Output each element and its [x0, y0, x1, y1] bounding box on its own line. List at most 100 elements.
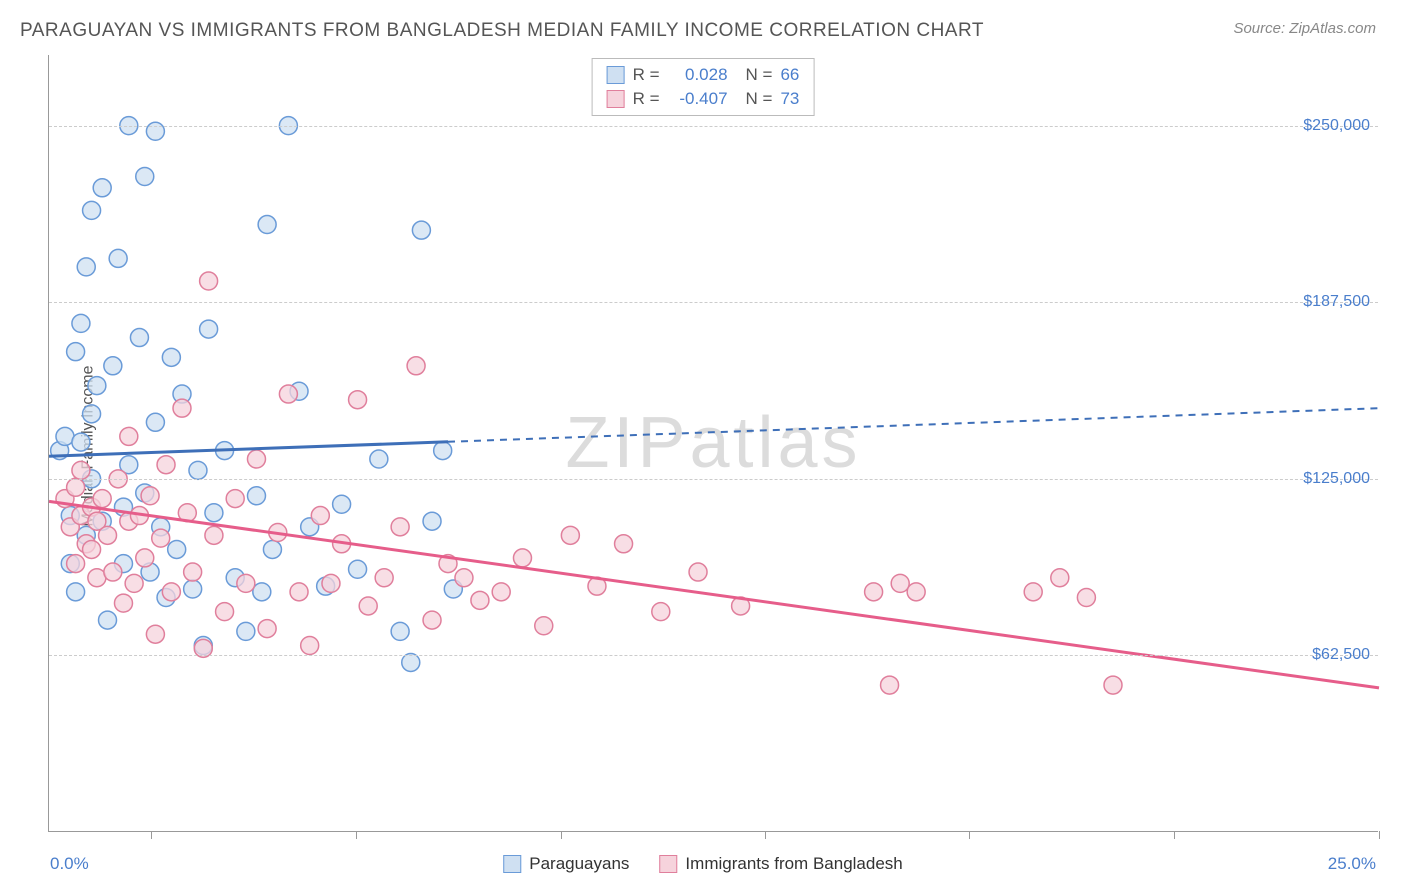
- data-point: [168, 540, 186, 558]
- data-point: [434, 442, 452, 460]
- data-point: [322, 574, 340, 592]
- data-point: [226, 490, 244, 508]
- data-point: [237, 574, 255, 592]
- data-point: [455, 569, 473, 587]
- data-point: [114, 594, 132, 612]
- data-point: [99, 611, 117, 629]
- data-point: [471, 591, 489, 609]
- scatter-svg: [49, 55, 1378, 831]
- data-point: [104, 563, 122, 581]
- legend-series-item: Paraguayans: [503, 854, 629, 874]
- data-point: [247, 450, 265, 468]
- data-point: [375, 569, 393, 587]
- legend-correlation-row: R = 0.028 N = 66: [607, 63, 800, 87]
- legend-N-value: 66: [780, 63, 799, 87]
- chart-plot-area: ZIPatlas $62,500$125,000$187,500$250,000: [48, 55, 1378, 832]
- chart-source: Source: ZipAtlas.com: [1233, 20, 1376, 37]
- x-tick: [356, 831, 357, 839]
- data-point: [652, 603, 670, 621]
- data-point: [109, 249, 127, 267]
- legend-correlation-row: R =-0.407N =73: [607, 87, 800, 111]
- gridline: [49, 655, 1378, 656]
- data-point: [407, 357, 425, 375]
- data-point: [513, 549, 531, 567]
- data-point: [301, 637, 319, 655]
- data-point: [72, 433, 90, 451]
- data-point: [263, 540, 281, 558]
- x-tick: [765, 831, 766, 839]
- data-point: [279, 385, 297, 403]
- data-point: [67, 583, 85, 601]
- data-point: [1024, 583, 1042, 601]
- y-tick-label: $187,500: [1303, 293, 1370, 311]
- legend-series-item: Immigrants from Bangladesh: [659, 854, 902, 874]
- legend-R-label: R =: [633, 87, 660, 111]
- data-point: [162, 583, 180, 601]
- legend-R-value: 0.028: [668, 63, 728, 87]
- data-point: [88, 377, 106, 395]
- x-tick: [969, 831, 970, 839]
- data-point: [1051, 569, 1069, 587]
- data-point: [184, 563, 202, 581]
- data-point: [130, 329, 148, 347]
- gridline: [49, 479, 1378, 480]
- legend-N-label: N =: [746, 87, 773, 111]
- data-point: [216, 603, 234, 621]
- data-point: [689, 563, 707, 581]
- data-point: [205, 504, 223, 522]
- data-point: [67, 343, 85, 361]
- data-point: [391, 518, 409, 536]
- data-point: [200, 320, 218, 338]
- legend-series-label: Immigrants from Bangladesh: [685, 854, 902, 874]
- data-point: [349, 560, 367, 578]
- data-point: [237, 622, 255, 640]
- data-point: [104, 357, 122, 375]
- correlation-legend: R = 0.028 N = 66R =-0.407N =73: [592, 58, 815, 116]
- data-point: [157, 456, 175, 474]
- x-tick: [561, 831, 562, 839]
- legend-swatch: [607, 66, 625, 84]
- legend-swatch: [659, 855, 677, 873]
- data-point: [881, 676, 899, 694]
- x-axis-min-label: 0.0%: [50, 854, 89, 874]
- legend-R-label: R =: [633, 63, 660, 87]
- data-point: [136, 167, 154, 185]
- data-point: [349, 391, 367, 409]
- data-point: [99, 526, 117, 544]
- data-point: [93, 179, 111, 197]
- gridline: [49, 302, 1378, 303]
- data-point: [72, 461, 90, 479]
- data-point: [141, 487, 159, 505]
- data-point: [189, 461, 207, 479]
- data-point: [200, 272, 218, 290]
- data-point: [258, 216, 276, 234]
- data-point: [93, 490, 111, 508]
- x-tick: [1379, 831, 1380, 839]
- data-point: [72, 314, 90, 332]
- gridline: [49, 126, 1378, 127]
- data-point: [391, 622, 409, 640]
- trend-line-extrapolated: [448, 408, 1379, 442]
- data-point: [83, 540, 101, 558]
- data-point: [1077, 588, 1095, 606]
- data-point: [120, 427, 138, 445]
- data-point: [173, 399, 191, 417]
- y-tick-label: $62,500: [1312, 646, 1370, 664]
- data-point: [67, 555, 85, 573]
- x-tick: [1174, 831, 1175, 839]
- data-point: [162, 348, 180, 366]
- data-point: [253, 583, 271, 601]
- data-point: [891, 574, 909, 592]
- data-point: [865, 583, 883, 601]
- data-point: [146, 413, 164, 431]
- data-point: [333, 495, 351, 513]
- data-point: [615, 535, 633, 553]
- legend-swatch: [607, 90, 625, 108]
- data-point: [907, 583, 925, 601]
- data-point: [146, 625, 164, 643]
- data-point: [311, 507, 329, 525]
- data-point: [83, 201, 101, 219]
- data-point: [423, 611, 441, 629]
- legend-N-label: N =: [746, 63, 773, 87]
- data-point: [67, 478, 85, 496]
